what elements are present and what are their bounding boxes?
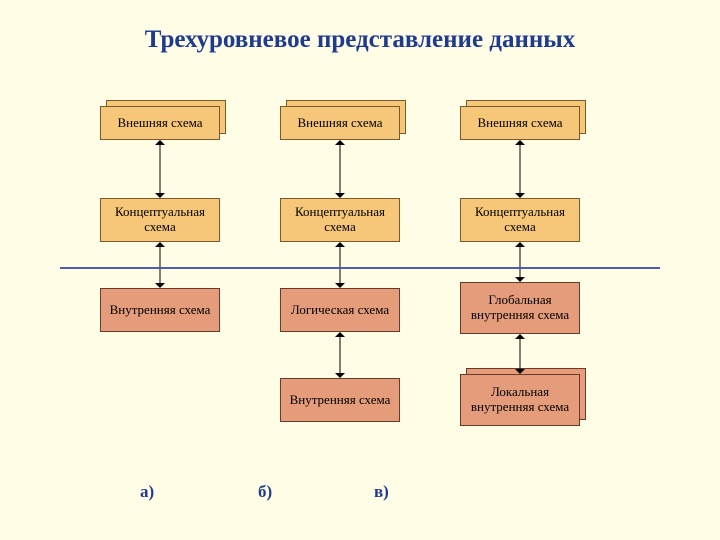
column-label-2: в) bbox=[374, 482, 389, 502]
diagram-connectors bbox=[0, 0, 720, 540]
diagram-box-c-con: Концептуальная схема bbox=[460, 198, 580, 242]
page-title: Трехуровневое представление данных bbox=[0, 26, 720, 54]
diagram-box-a-int: Внутренняя схема bbox=[100, 288, 220, 332]
diagram-box-b-ext: Внешняя схема bbox=[280, 106, 400, 140]
diagram-box-b-log: Логическая схема bbox=[280, 288, 400, 332]
column-label-1: б) bbox=[258, 482, 272, 502]
diagram-box-b-int: Внутренняя схема bbox=[280, 378, 400, 422]
diagram-box-b-con: Концептуальная схема bbox=[280, 198, 400, 242]
diagram-box-c-ext: Внешняя схема bbox=[460, 106, 580, 140]
diagram-box-c-glob: Глобальная внутренняя схема bbox=[460, 282, 580, 334]
diagram-box-a-con: Концептуальная схема bbox=[100, 198, 220, 242]
diagram-box-c-loc: Локальная внутренняя схема bbox=[460, 374, 580, 426]
horizontal-divider bbox=[60, 267, 660, 269]
column-label-0: а) bbox=[140, 482, 154, 502]
diagram-box-a-ext: Внешняя схема bbox=[100, 106, 220, 140]
